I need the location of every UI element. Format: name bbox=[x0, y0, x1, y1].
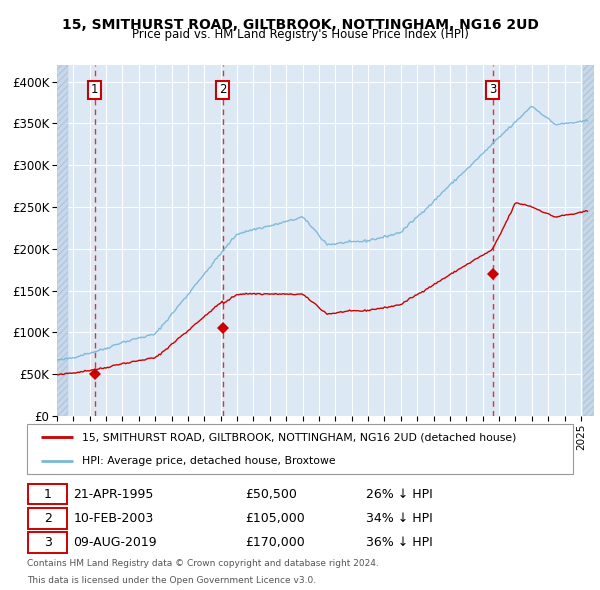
FancyBboxPatch shape bbox=[28, 484, 67, 504]
Text: £50,500: £50,500 bbox=[245, 487, 297, 501]
Text: HPI: Average price, detached house, Broxtowe: HPI: Average price, detached house, Brox… bbox=[82, 456, 335, 466]
Text: Contains HM Land Registry data © Crown copyright and database right 2024.: Contains HM Land Registry data © Crown c… bbox=[27, 559, 379, 569]
Text: 15, SMITHURST ROAD, GILTBROOK, NOTTINGHAM, NG16 2UD: 15, SMITHURST ROAD, GILTBROOK, NOTTINGHA… bbox=[62, 18, 538, 32]
Text: £105,000: £105,000 bbox=[245, 512, 305, 525]
Text: 36% ↓ HPI: 36% ↓ HPI bbox=[365, 536, 432, 549]
Text: £170,000: £170,000 bbox=[245, 536, 305, 549]
Text: 26% ↓ HPI: 26% ↓ HPI bbox=[365, 487, 432, 501]
Text: 21-APR-1995: 21-APR-1995 bbox=[73, 487, 154, 501]
Text: 15, SMITHURST ROAD, GILTBROOK, NOTTINGHAM, NG16 2UD (detached house): 15, SMITHURST ROAD, GILTBROOK, NOTTINGHA… bbox=[82, 432, 516, 442]
FancyBboxPatch shape bbox=[28, 532, 67, 553]
Text: 1: 1 bbox=[91, 83, 98, 97]
Text: 2: 2 bbox=[44, 512, 52, 525]
Bar bbox=[57, 65, 68, 416]
FancyBboxPatch shape bbox=[27, 424, 573, 474]
FancyBboxPatch shape bbox=[28, 508, 67, 529]
Text: 09-AUG-2019: 09-AUG-2019 bbox=[73, 536, 157, 549]
Text: 3: 3 bbox=[489, 83, 496, 97]
Text: 1: 1 bbox=[44, 487, 52, 501]
Text: Price paid vs. HM Land Registry's House Price Index (HPI): Price paid vs. HM Land Registry's House … bbox=[131, 28, 469, 41]
Text: This data is licensed under the Open Government Licence v3.0.: This data is licensed under the Open Gov… bbox=[27, 576, 316, 585]
Bar bbox=[583, 65, 594, 416]
Text: 2: 2 bbox=[219, 83, 226, 97]
Text: 34% ↓ HPI: 34% ↓ HPI bbox=[365, 512, 432, 525]
Text: 3: 3 bbox=[44, 536, 52, 549]
Text: 10-FEB-2003: 10-FEB-2003 bbox=[73, 512, 154, 525]
